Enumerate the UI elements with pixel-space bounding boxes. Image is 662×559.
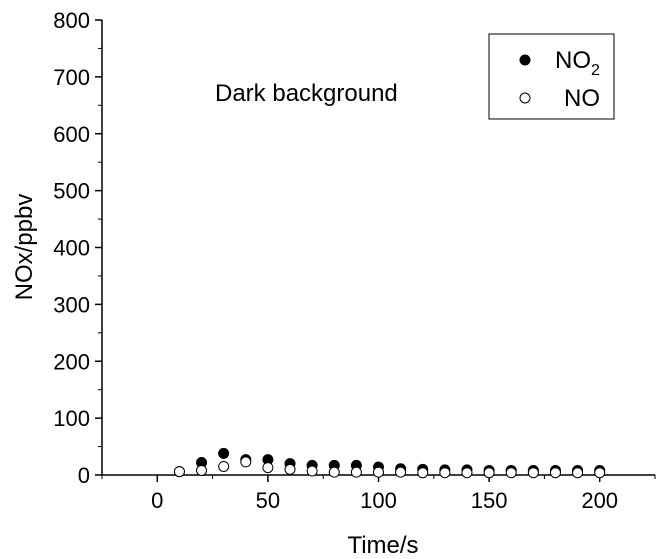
no2-data-point [218,447,230,459]
no-data-point [173,466,185,478]
no-data-point [439,467,451,479]
no-data-point [594,467,606,479]
legend-label-no2: NO2 [555,47,600,79]
no-data-point [328,466,340,478]
no-data-point [240,456,252,468]
legend-marker-no [519,92,531,104]
no-data-point [483,467,495,479]
no-data-point [505,467,517,479]
y-tick-label: 100 [53,406,90,431]
data-points [173,447,606,479]
y-tick-label: 500 [53,179,90,204]
x-tick-label: 50 [256,488,280,513]
y-tick-label: 600 [53,122,90,147]
no-data-point [306,465,318,477]
no-data-point [549,467,561,479]
y-tick-label: 200 [53,349,90,374]
legend-box [488,33,615,120]
y-ticks: 0 100 200 300 400 500 600 700 800 [53,8,102,488]
legend-label-no: NO [564,85,600,112]
y-tick-label: 400 [53,236,90,261]
no-data-point [284,463,296,475]
no-data-point [373,466,384,478]
no-data-point [417,467,429,479]
no-data-point [527,467,539,479]
no-data-point [461,467,473,479]
y-tick-label: 0 [78,463,90,488]
x-axis-label: Time/s [347,532,418,559]
chart-annotation: Dark background [215,80,398,107]
y-tick-label: 300 [53,292,90,317]
x-tick-label: 100 [360,488,397,513]
x-tick-label: 200 [581,488,618,513]
no-data-point [395,466,407,478]
no-data-point [350,466,362,478]
no-data-point [262,462,274,474]
x-tick-label: 0 [151,488,163,513]
y-tick-label: 700 [53,65,90,90]
legend-marker-no2 [519,54,531,66]
y-axis-label: NOx/ppbv [11,194,38,301]
no-data-point [572,467,584,479]
legend: NO2 NO [488,33,615,120]
x-tick-label: 150 [471,488,508,513]
no-data-point [196,464,208,476]
y-tick-label: 800 [53,8,90,33]
x-ticks: 0 50 100 150 200 [101,475,656,513]
no-data-point [218,460,230,472]
